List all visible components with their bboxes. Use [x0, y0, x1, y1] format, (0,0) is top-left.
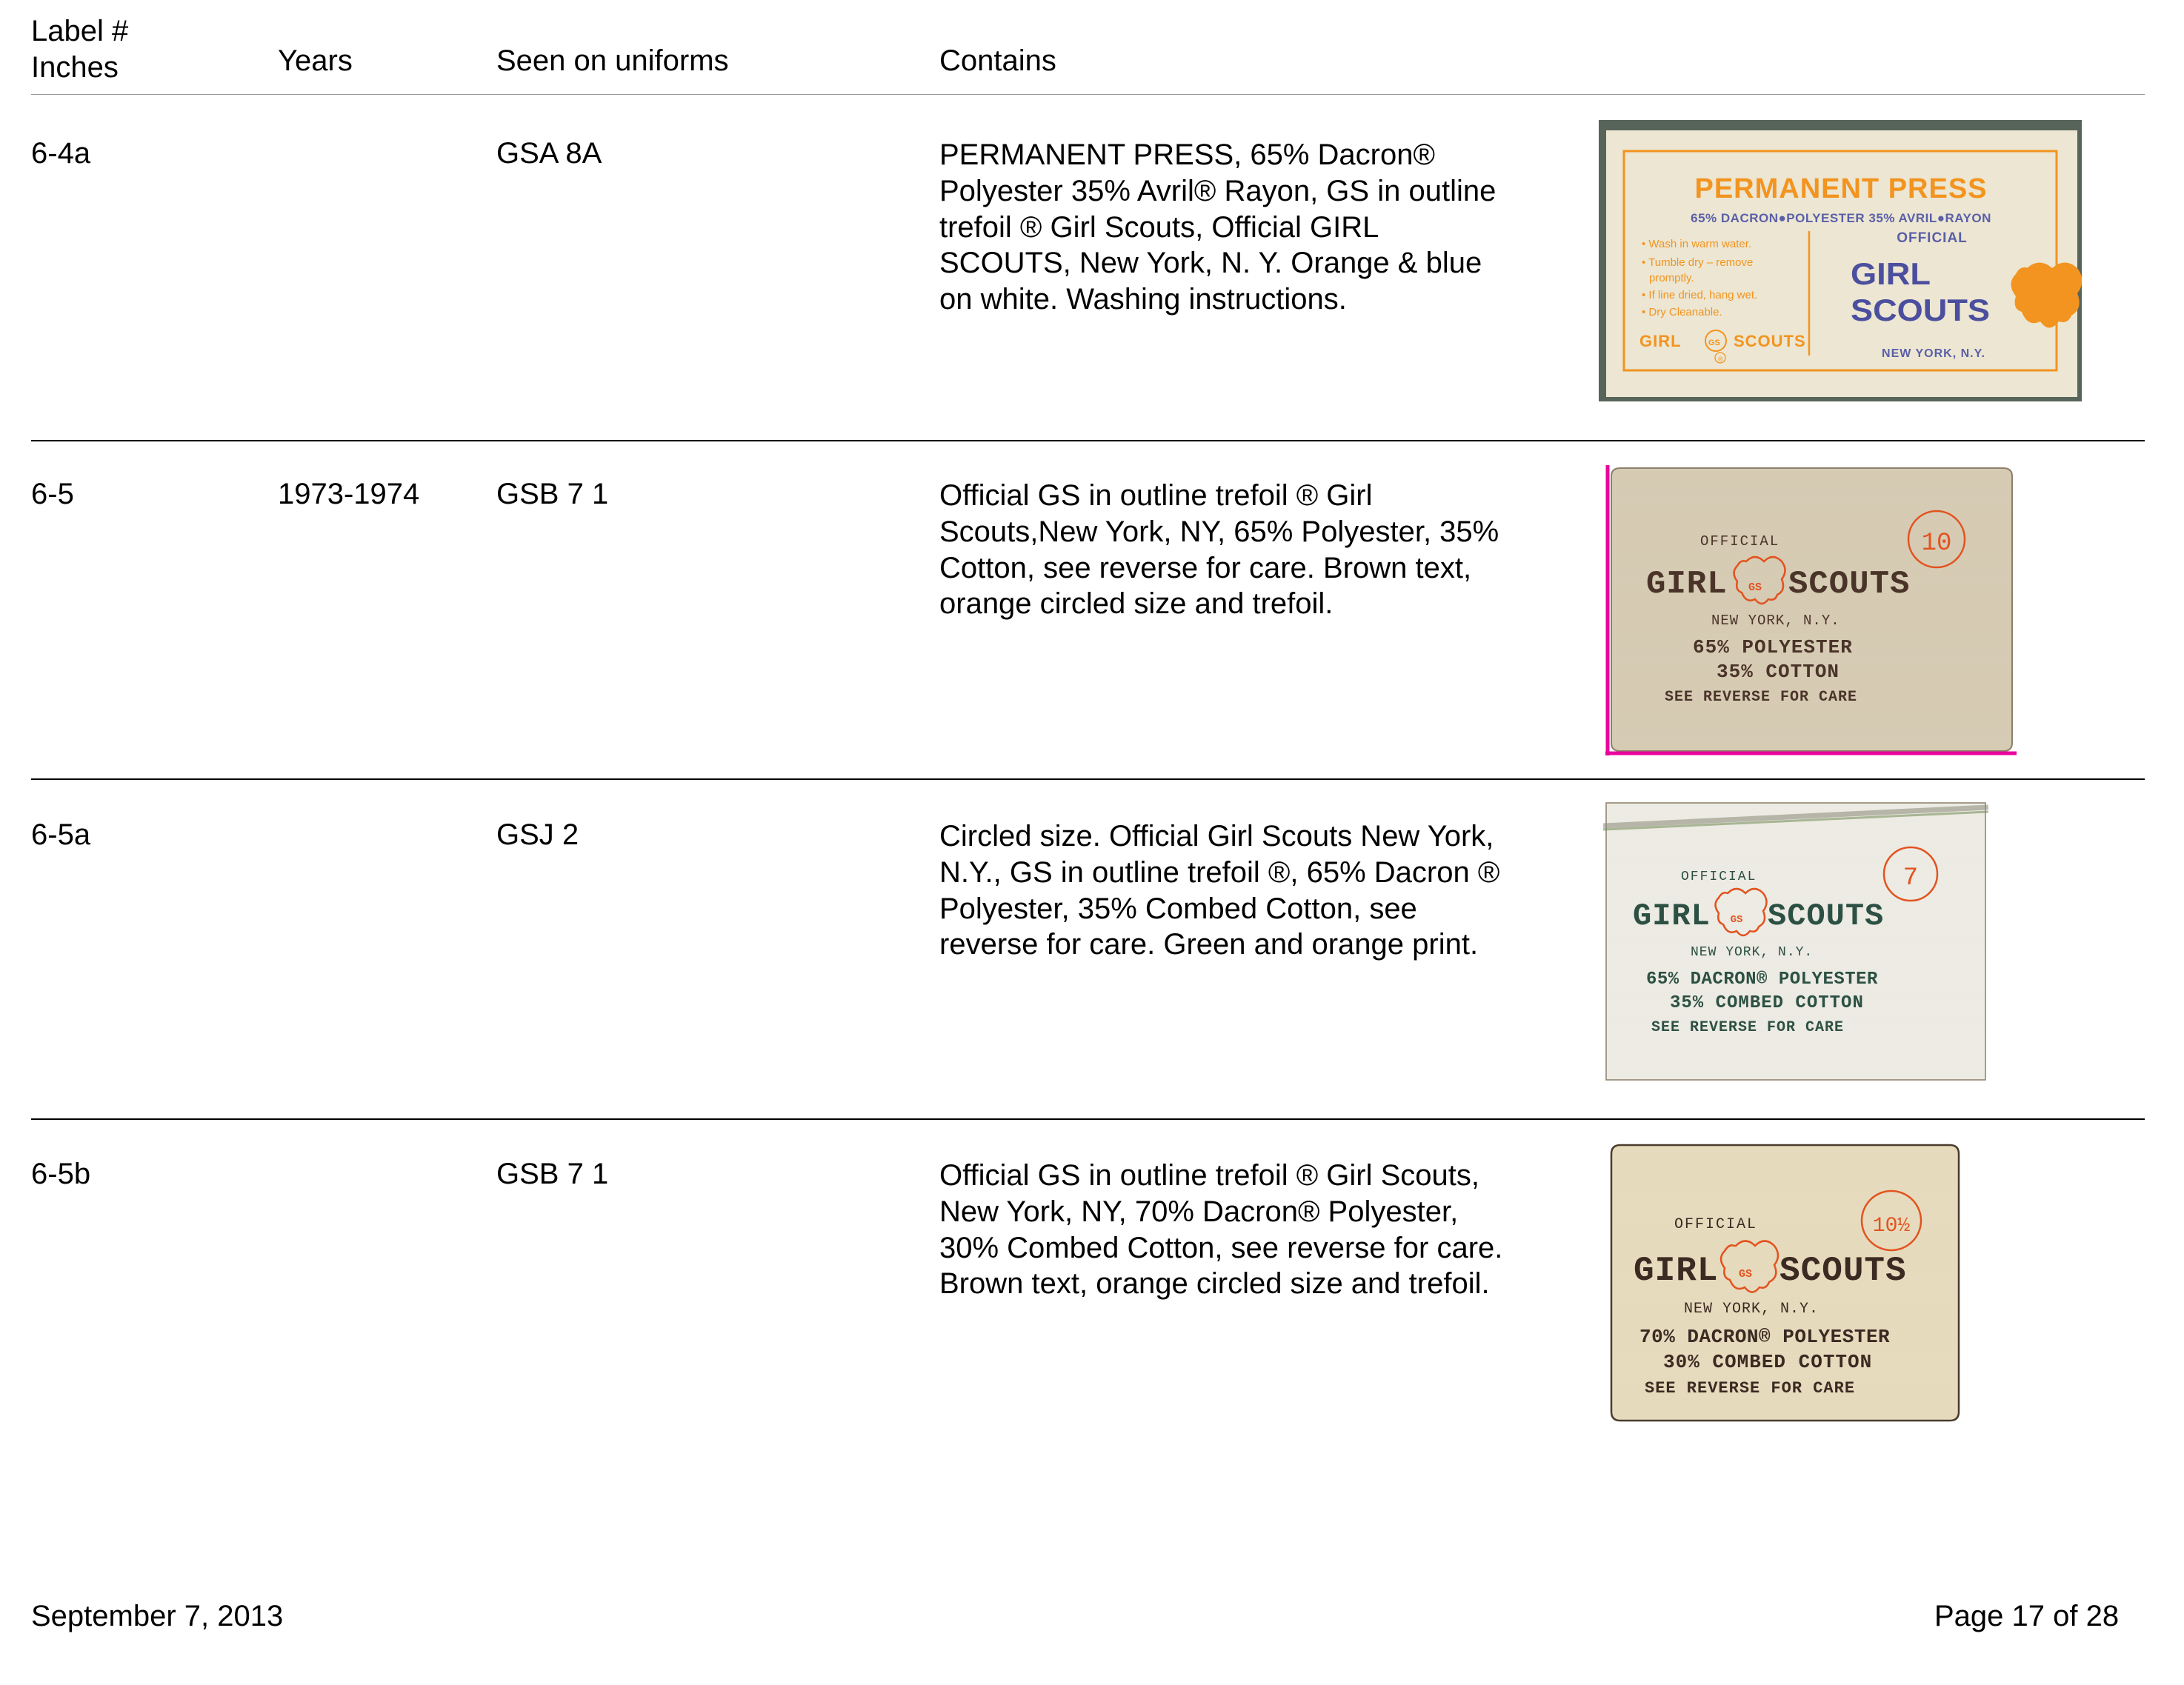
- svg-text:GIRL: GIRL: [1633, 898, 1711, 934]
- svg-text:70% DACRON® POLYESTER: 70% DACRON® POLYESTER: [1639, 1326, 1890, 1348]
- svg-text:SCOUTS: SCOUTS: [1768, 898, 1884, 934]
- svg-text:SEE REVERSE FOR CARE: SEE REVERSE FOR CARE: [1645, 1379, 1855, 1398]
- svg-text:• If line dried, hang wet.: • If line dried, hang wet.: [1642, 289, 1757, 301]
- svg-text:7: 7: [1903, 864, 1918, 892]
- svg-text:®: ®: [1718, 356, 1723, 363]
- svg-text:SCOUTS: SCOUTS: [1788, 566, 1910, 603]
- svg-text:SCOUTS: SCOUTS: [1780, 1252, 1907, 1290]
- svg-text:35% COTTON: 35% COTTON: [1717, 661, 1840, 683]
- svg-text:OFFICIAL: OFFICIAL: [1681, 870, 1757, 884]
- svg-text:SCOUTS: SCOUTS: [1734, 332, 1806, 350]
- svg-text:GIRL: GIRL: [1646, 566, 1728, 603]
- svg-text:PERMANENT PRESS: PERMANENT PRESS: [1694, 173, 1987, 204]
- svg-text:OFFICIAL: OFFICIAL: [1897, 230, 1968, 246]
- svg-text:NEW YORK, N.Y.: NEW YORK, N.Y.: [1882, 347, 1985, 360]
- svg-text:65% DACRON® POLYESTER: 65% DACRON® POLYESTER: [1646, 970, 1878, 990]
- svg-text:10: 10: [1922, 530, 1952, 558]
- svg-text:GIRL: GIRL: [1639, 332, 1682, 350]
- svg-text:GIRL: GIRL: [1634, 1252, 1718, 1290]
- svg-text:SCOUTS: SCOUTS: [1851, 293, 1990, 327]
- svg-text:GS: GS: [1739, 1268, 1752, 1281]
- svg-text:SEE REVERSE FOR CARE: SEE REVERSE FOR CARE: [1665, 689, 1857, 706]
- svg-text:NEW YORK, N.Y.: NEW YORK, N.Y.: [1711, 613, 1840, 629]
- svg-text:GS: GS: [1748, 581, 1762, 594]
- svg-text:10½: 10½: [1873, 1215, 1911, 1238]
- svg-text:OFFICIAL: OFFICIAL: [1700, 533, 1780, 550]
- svg-text:65% DACRON●POLYESTER 35% AVRIL: 65% DACRON●POLYESTER 35% AVRIL●RAYON: [1691, 211, 1991, 225]
- svg-text:GIRL: GIRL: [1851, 256, 1931, 291]
- svg-text:65% POLYESTER: 65% POLYESTER: [1693, 636, 1853, 658]
- svg-text:• Wash in warm water.: • Wash in warm water.: [1642, 238, 1751, 250]
- svg-text:• Tumble dry – remove: • Tumble dry – remove: [1642, 256, 1753, 269]
- svg-text:NEW YORK, N.Y.: NEW YORK, N.Y.: [1691, 945, 1813, 960]
- svg-text:• Dry Cleanable.: • Dry Cleanable.: [1642, 306, 1722, 318]
- svg-text:GS: GS: [1708, 338, 1720, 347]
- svg-text:NEW YORK, N.Y.: NEW YORK, N.Y.: [1684, 1301, 1819, 1318]
- svg-text:30% COMBED COTTON: 30% COMBED COTTON: [1663, 1351, 1872, 1373]
- svg-text:35% COMBED COTTON: 35% COMBED COTTON: [1670, 993, 1864, 1013]
- svg-text:GS: GS: [1731, 914, 1743, 926]
- svg-text:SEE REVERSE FOR CARE: SEE REVERSE FOR CARE: [1651, 1019, 1844, 1036]
- svg-text:OFFICIAL: OFFICIAL: [1674, 1216, 1757, 1233]
- svg-text:promptly.: promptly.: [1649, 272, 1694, 284]
